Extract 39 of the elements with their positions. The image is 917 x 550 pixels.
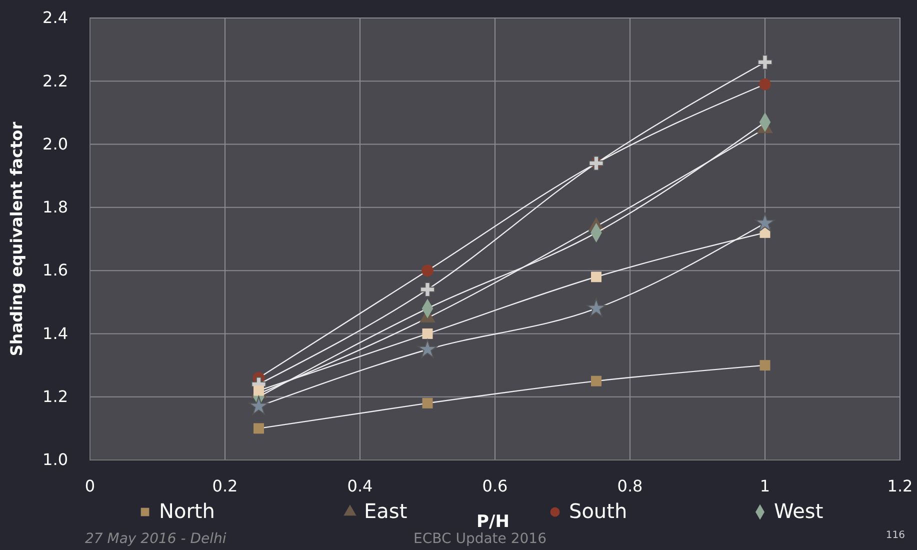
point xyxy=(757,54,773,70)
text: ECBC Update 2016 xyxy=(414,531,547,547)
y-tick-label: 2.0 xyxy=(42,134,68,154)
x-tick-label: 0.4 xyxy=(347,476,373,496)
point xyxy=(254,385,264,396)
x-tick-label: 1.2 xyxy=(887,476,913,496)
text: 116 xyxy=(886,530,905,541)
point xyxy=(591,272,602,282)
point xyxy=(755,212,775,232)
x-tick-label: 0 xyxy=(84,476,96,496)
point xyxy=(418,339,438,358)
legend-label: East xyxy=(364,499,408,523)
point xyxy=(422,328,433,339)
legend-label: West xyxy=(774,499,824,523)
legend-label: South xyxy=(569,499,628,523)
y-tick-label: 1.8 xyxy=(42,198,68,217)
point xyxy=(422,264,434,276)
x-tick-label: 1 xyxy=(760,476,770,496)
point xyxy=(759,78,771,90)
y-tick-label: 1.0 xyxy=(42,450,68,470)
y-tick-label: 2.4 xyxy=(42,8,68,28)
point xyxy=(591,376,602,386)
y-tick-label: 2.2 xyxy=(42,71,68,90)
point xyxy=(760,360,770,371)
point xyxy=(420,282,436,298)
legend-label: North xyxy=(159,499,215,523)
point xyxy=(586,298,606,317)
x-tick-label: 0.6 xyxy=(482,476,508,496)
y-tick-label: 1.6 xyxy=(42,260,68,280)
point xyxy=(248,396,269,415)
x-tick-label: 0.2 xyxy=(212,476,238,496)
x-tick-label: 0.8 xyxy=(617,476,643,496)
y-tick-label: 1.4 xyxy=(42,324,68,343)
x-axis-title: P/H xyxy=(476,512,510,532)
point xyxy=(422,398,433,408)
y-tick-label: 1.2 xyxy=(42,386,68,406)
text: 27 May 2016 - Delhi xyxy=(85,531,226,547)
point xyxy=(254,423,264,434)
y-axis-title: Shading equivalent factor xyxy=(7,122,26,356)
